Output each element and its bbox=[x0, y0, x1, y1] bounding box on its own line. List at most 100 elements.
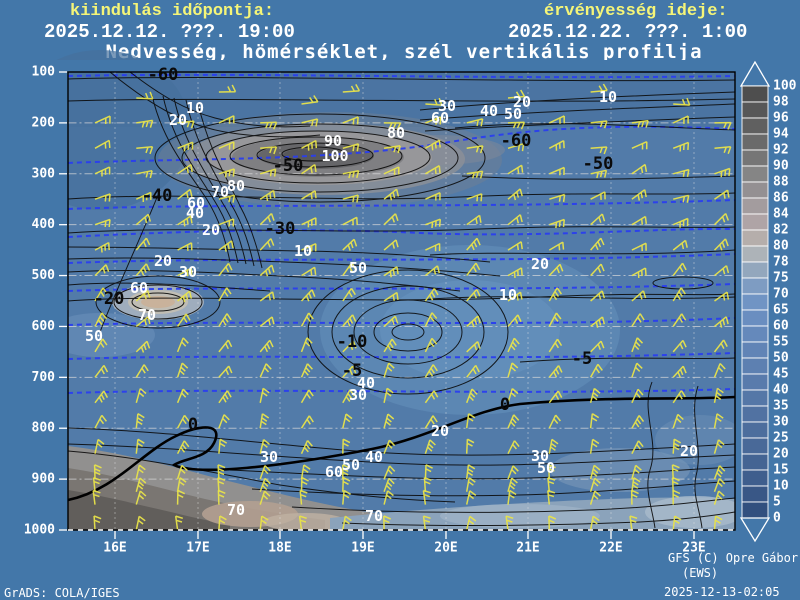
wind-barb bbox=[218, 313, 232, 327]
wind-barb bbox=[176, 362, 189, 378]
wind-barb bbox=[342, 413, 353, 429]
humidity-contour-label: 50 bbox=[85, 327, 103, 345]
wind-barb bbox=[342, 515, 352, 531]
wind-barb bbox=[507, 241, 523, 251]
colorbar-label: 10 bbox=[773, 479, 789, 494]
colorbar-segment bbox=[741, 309, 769, 327]
wind-barb bbox=[94, 264, 110, 277]
isolines-black bbox=[67, 71, 736, 529]
wind-barb bbox=[218, 365, 233, 378]
colorbar-label: 84 bbox=[773, 207, 789, 222]
wind-barb bbox=[631, 464, 642, 480]
wind-barb bbox=[259, 238, 275, 251]
humidity-contour-label: 50 bbox=[504, 105, 522, 123]
wind-barb bbox=[714, 145, 732, 155]
wind-barb bbox=[507, 314, 522, 327]
wind-barb bbox=[301, 217, 317, 228]
wind-barb bbox=[177, 290, 193, 303]
wind-barb bbox=[713, 238, 729, 251]
wind-barb bbox=[259, 189, 276, 202]
wind-barb bbox=[259, 465, 271, 480]
y-axis-label: 1000 bbox=[24, 523, 55, 538]
wind-barb bbox=[342, 116, 359, 125]
wind-barb bbox=[466, 262, 481, 277]
y-axis-label: 300 bbox=[32, 166, 56, 181]
wind-barb bbox=[713, 339, 728, 353]
wind-barb bbox=[672, 365, 687, 378]
humidity-contour-label: 20 bbox=[513, 93, 531, 111]
wind-barb bbox=[631, 189, 647, 201]
wind-barb bbox=[94, 287, 108, 302]
wind-barb bbox=[298, 515, 307, 531]
wind-barb bbox=[507, 477, 518, 492]
humidity-contour-label: 80 bbox=[387, 124, 405, 142]
wind-barb bbox=[590, 237, 605, 251]
wind-barb bbox=[713, 413, 724, 429]
humidity-contour-label: 40 bbox=[357, 374, 375, 392]
wind-barb bbox=[135, 388, 147, 404]
wind-barb bbox=[259, 477, 271, 493]
wind-barb bbox=[590, 213, 606, 226]
wind-barb bbox=[383, 266, 399, 278]
run-time-label: kiindulás időpontja: bbox=[70, 2, 275, 21]
wind-barb bbox=[94, 312, 108, 327]
wind-barb bbox=[136, 91, 154, 100]
wind-barb bbox=[94, 218, 111, 228]
wind-barb bbox=[93, 464, 102, 480]
wind-barb bbox=[590, 83, 608, 93]
colorbar-segment bbox=[741, 437, 769, 455]
wind-barb bbox=[135, 464, 146, 480]
wind-barb bbox=[177, 163, 193, 175]
wind-barb bbox=[342, 238, 358, 251]
wind-barb bbox=[342, 340, 357, 353]
wind-barb bbox=[507, 188, 523, 201]
humidity-contour-label: 80 bbox=[227, 177, 245, 195]
wind-barb bbox=[94, 414, 107, 429]
wind-barb bbox=[507, 89, 526, 99]
y-axis-label: 700 bbox=[32, 370, 56, 385]
wind-barb bbox=[260, 121, 278, 130]
wind-barb bbox=[259, 363, 272, 378]
colorbar-segment bbox=[741, 453, 769, 471]
wind-barb bbox=[217, 464, 226, 480]
wind-barb bbox=[673, 194, 690, 203]
wind-barb bbox=[507, 362, 519, 378]
wind-barb bbox=[466, 170, 484, 179]
wind-barb bbox=[714, 291, 730, 302]
wind-barb bbox=[714, 316, 729, 328]
wind-barb bbox=[424, 364, 438, 378]
wind-barb bbox=[177, 267, 193, 277]
wind-barb bbox=[383, 338, 397, 353]
wind-barb bbox=[589, 413, 600, 429]
temperature-contour-label: -40 bbox=[142, 186, 173, 206]
wind-barb bbox=[466, 315, 481, 328]
wind-barb bbox=[425, 192, 441, 201]
wind-barb bbox=[94, 364, 109, 378]
colorbar-label: 86 bbox=[773, 191, 789, 206]
wind-barb bbox=[383, 362, 395, 378]
wind-barb bbox=[672, 489, 681, 505]
wind-barb bbox=[465, 464, 476, 480]
wind-barb bbox=[300, 476, 309, 492]
wind-barb bbox=[466, 193, 483, 202]
wind-barb bbox=[136, 169, 153, 179]
wind-barb bbox=[631, 119, 649, 128]
colorbar-segment bbox=[741, 373, 769, 391]
wind-barb bbox=[425, 218, 442, 229]
wind-barb bbox=[135, 263, 151, 277]
wind-barb bbox=[301, 118, 319, 127]
wind-barb bbox=[342, 287, 356, 302]
wind-barb bbox=[383, 515, 391, 531]
colorbar-segment bbox=[741, 405, 769, 423]
wind-barb bbox=[93, 515, 102, 531]
temperature-contour-label: -60 bbox=[501, 131, 532, 151]
wind-barb bbox=[259, 316, 275, 327]
wind-barb bbox=[342, 143, 360, 152]
wind-barb bbox=[300, 464, 311, 480]
wind-barb bbox=[425, 116, 442, 125]
wind-barb bbox=[135, 191, 152, 203]
colorbar-segment bbox=[741, 149, 769, 167]
wind-barb bbox=[631, 290, 647, 302]
wind-barb bbox=[177, 242, 193, 251]
colorbar-label: 20 bbox=[773, 447, 789, 462]
